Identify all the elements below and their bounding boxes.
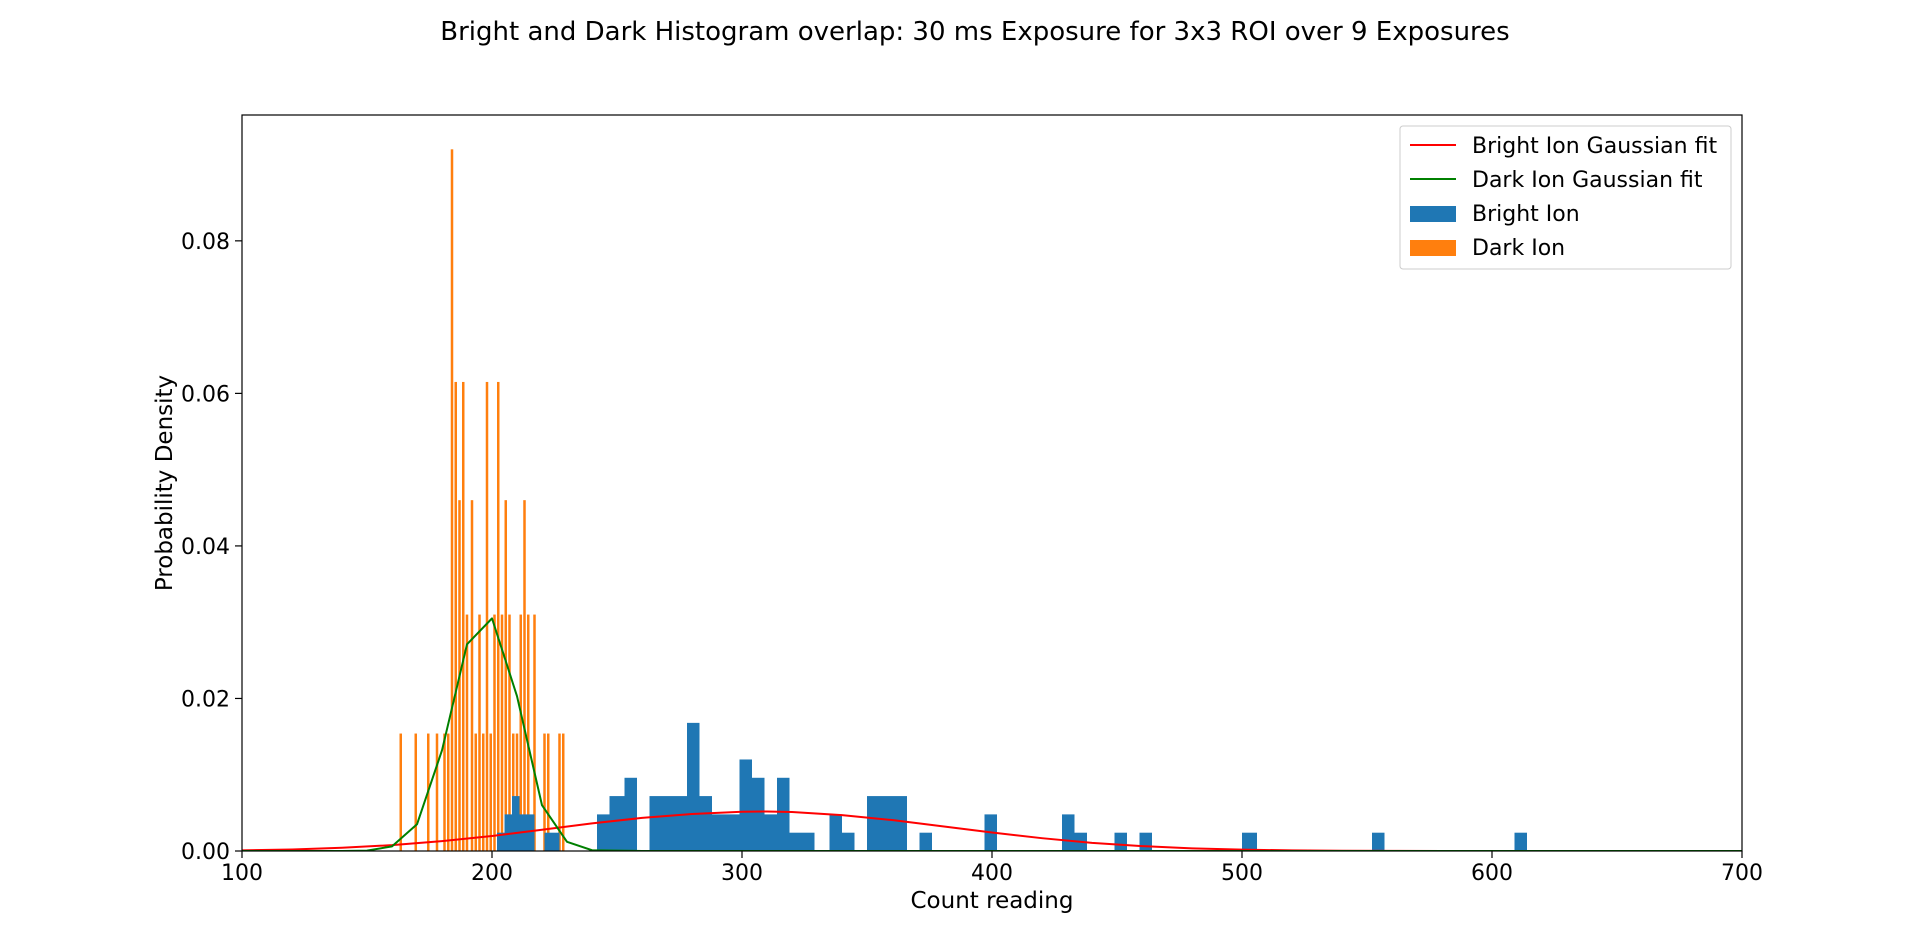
legend-label-dark-ion: Dark Ion bbox=[1472, 236, 1565, 261]
x-tick-label: 700 bbox=[1721, 861, 1763, 886]
legend-swatch-bright-ion bbox=[1410, 206, 1456, 222]
dark-ion-bar-1 bbox=[414, 733, 417, 851]
bright-ion-bar-17 bbox=[789, 832, 815, 851]
legend-label-bright-ion: Bright Ion bbox=[1472, 202, 1580, 227]
bright-ion-bar-14 bbox=[752, 777, 765, 851]
bright-ion-bar-15 bbox=[764, 814, 777, 851]
x-tick-label: 100 bbox=[221, 861, 263, 886]
bright-ion-bar-8 bbox=[624, 777, 637, 851]
bright-ion-bar-13 bbox=[739, 759, 752, 851]
dark-ion-bar-13 bbox=[478, 614, 481, 851]
dark-ion-bar-20 bbox=[504, 500, 507, 851]
y-tick-label: 0.02 bbox=[181, 687, 230, 712]
dark-ion-bar-11 bbox=[470, 500, 474, 851]
x-axis-label: Count reading bbox=[911, 888, 1074, 914]
x-axis-ticks: 100 200 300 400 500 600 700 bbox=[221, 851, 1763, 886]
dark-ion-bar-16 bbox=[489, 733, 492, 851]
y-tick-label: 0.04 bbox=[181, 535, 230, 560]
bright-ion-bar-1 bbox=[504, 814, 512, 851]
chart-title: Bright and Dark Histogram overlap: 30 ms… bbox=[440, 17, 1509, 47]
bright-ion-bar-29 bbox=[1514, 832, 1527, 851]
bright-ion-bar-9 bbox=[649, 796, 687, 851]
y-tick-label: 0.00 bbox=[181, 840, 230, 865]
dark-ion-bar-22 bbox=[512, 733, 515, 851]
dark-ion-bar-25 bbox=[523, 500, 526, 851]
dark-ion-gaussian-fit-line bbox=[242, 617, 1742, 851]
bright-ion-bar-21 bbox=[919, 832, 932, 851]
bright-ion-bar-10 bbox=[687, 722, 700, 851]
bright-ion-bar-6 bbox=[597, 814, 610, 851]
dark-ion-bar-9 bbox=[462, 381, 465, 851]
legend-label-bright-fit: Bright Ion Gaussian fit bbox=[1472, 134, 1717, 159]
dark-ion-bar-23 bbox=[515, 733, 519, 851]
legend-box bbox=[1399, 125, 1732, 270]
x-tick-label: 600 bbox=[1471, 861, 1513, 886]
x-tick-label: 300 bbox=[721, 861, 763, 886]
dark-ion-bar-14 bbox=[482, 733, 485, 851]
bright-ion-bar-20 bbox=[867, 796, 907, 851]
bright-ion-bar-5 bbox=[544, 832, 560, 851]
bright-ion-bar-27 bbox=[1242, 832, 1257, 851]
dark-ion-bar-4 bbox=[443, 733, 446, 851]
y-tick-label: 0.08 bbox=[181, 230, 230, 255]
bright-ion-bar-11 bbox=[699, 796, 712, 851]
dark-ion-histogram bbox=[399, 149, 565, 851]
dark-ion-bar-10 bbox=[465, 614, 469, 851]
dark-ion-bar-17 bbox=[493, 614, 496, 851]
bright-ion-bar-7 bbox=[609, 796, 625, 851]
dark-ion-bar-28 bbox=[543, 733, 546, 851]
dark-ion-bar-29 bbox=[547, 733, 550, 851]
bright-ion-bar-25 bbox=[1114, 832, 1127, 851]
y-tick-label: 0.06 bbox=[181, 382, 230, 407]
dark-ion-bar-5 bbox=[447, 733, 450, 851]
legend: Bright Ion Gaussian fit Dark Ion Gaussia… bbox=[1399, 125, 1732, 270]
dark-ion-bar-12 bbox=[474, 733, 477, 851]
bright-ion-bar-0 bbox=[497, 832, 505, 851]
bright-ion-bar-23 bbox=[1062, 814, 1075, 851]
dark-ion-bar-27 bbox=[533, 614, 536, 851]
bright-ion-bar-26 bbox=[1139, 832, 1152, 851]
x-tick-label: 200 bbox=[471, 861, 513, 886]
dark-ion-bar-3 bbox=[435, 733, 439, 851]
dark-ion-bar-26 bbox=[527, 614, 530, 851]
bright-ion-bar-28 bbox=[1372, 832, 1385, 851]
x-tick-label: 500 bbox=[1221, 861, 1263, 886]
bright-ion-bar-19 bbox=[842, 832, 855, 851]
bright-ion-bar-4 bbox=[527, 814, 535, 851]
dark-ion-bar-19 bbox=[500, 614, 504, 851]
dark-ion-bar-30 bbox=[558, 733, 561, 851]
dark-ion-bar-6 bbox=[450, 149, 454, 851]
dark-ion-bar-15 bbox=[485, 381, 489, 851]
legend-label-dark-fit: Dark Ion Gaussian fit bbox=[1472, 168, 1703, 193]
y-axis-ticks: 0.00 0.02 0.04 0.06 0.08 bbox=[181, 230, 242, 865]
dark-ion-bar-21 bbox=[508, 614, 511, 851]
dark-ion-bar-18 bbox=[497, 381, 500, 851]
bright-ion-bar-16 bbox=[777, 777, 790, 851]
y-axis-label: Probability Density bbox=[152, 375, 178, 591]
dark-ion-bar-24 bbox=[519, 614, 522, 851]
dark-ion-bar-0 bbox=[399, 733, 402, 851]
bright-ion-bar-12 bbox=[712, 814, 740, 851]
x-tick-label: 400 bbox=[971, 861, 1013, 886]
bright-ion-histogram bbox=[497, 722, 1527, 851]
bright-ion-bar-18 bbox=[829, 814, 842, 851]
legend-swatch-dark-ion bbox=[1410, 240, 1456, 256]
bright-ion-bar-2 bbox=[512, 796, 520, 851]
dark-ion-bar-7 bbox=[454, 381, 457, 851]
dark-ion-bar-31 bbox=[562, 733, 565, 851]
